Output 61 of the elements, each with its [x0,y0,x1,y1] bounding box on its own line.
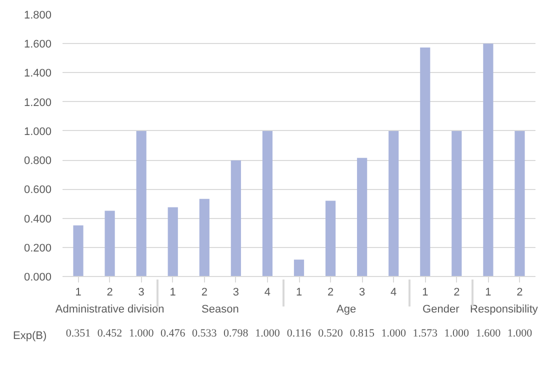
x-tick-label: 3 [138,286,144,298]
x-tick-label: 4 [390,286,397,298]
bar [357,158,368,276]
data-label: 1.000 [255,328,280,340]
x-tick-label: 3 [359,286,366,298]
x-tick-label: 1 [485,286,492,298]
x-tick-label: 1 [422,286,428,298]
bar [452,130,462,276]
bar [73,225,84,276]
data-label: 1.000 [128,328,154,340]
x-tick-label: 2 [516,286,523,298]
data-label: 0.520 [318,328,344,340]
bar [230,160,241,276]
data-label: 1.000 [507,328,533,340]
data-label: 0.815 [350,328,375,340]
text: Age [336,304,356,316]
bar [420,48,430,276]
bar [136,130,146,276]
bar [262,130,273,276]
y-tick-label: 1.600 [24,38,52,51]
data-label: 1.600 [476,328,502,340]
x-tick-label: 2 [201,286,208,298]
text: Gender [422,304,460,316]
data-label: 0.798 [224,328,249,340]
data-label: 0.476 [160,328,186,340]
text: Administrative division [55,304,164,316]
x-tick-label: 2 [454,286,460,298]
x-tick-label: 2 [106,286,113,298]
y-tick-label: 0.200 [24,242,52,254]
x-tick-label: 2 [327,286,334,298]
data-label: 0.452 [97,328,122,340]
bar [483,44,494,276]
y-tick-label: 0.000 [24,272,52,284]
y-tick-label: 1.800 [24,10,52,22]
bar [388,130,399,276]
data-label: 1.000 [444,328,470,340]
y-tick-label: 1.200 [24,96,52,109]
x-tick-label: 1 [170,286,176,298]
data-label: 1.000 [381,328,406,340]
data-label: 0.116 [286,328,312,340]
data-label: 0.533 [192,328,218,340]
y-tick-label: 0.400 [24,213,52,226]
bar [104,210,115,276]
data-label: 0.351 [66,328,91,340]
bar [325,200,336,276]
y-tick-label: 0.600 [24,184,52,196]
y-tick-label: 1.000 [24,126,52,138]
x-tick-label: 1 [296,286,302,298]
bar [294,260,304,276]
y-tick-label: 1.400 [24,68,52,80]
text: Season [202,304,239,316]
y-tick-label: 0.800 [24,155,52,168]
bar [199,198,210,276]
bar [514,130,525,276]
x-tick-label: 4 [264,286,271,298]
bar [168,207,178,276]
data-label: 1.573 [412,328,438,340]
text: Responsibility [470,304,538,316]
x-tick-label: 3 [232,286,239,298]
text: Exp(B) [13,330,47,342]
x-tick-label: 1 [75,286,82,298]
